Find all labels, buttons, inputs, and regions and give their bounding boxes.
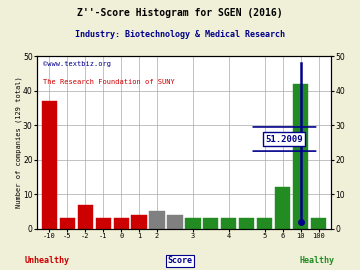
Bar	[78, 204, 93, 229]
Bar	[275, 187, 290, 229]
Text: Score: Score	[167, 256, 193, 265]
Bar	[60, 218, 75, 229]
Bar	[221, 218, 237, 229]
Bar	[185, 218, 201, 229]
Bar	[203, 218, 219, 229]
Bar	[113, 218, 129, 229]
Bar	[42, 101, 57, 229]
Text: Z''-Score Histogram for SGEN (2016): Z''-Score Histogram for SGEN (2016)	[77, 8, 283, 18]
Bar	[131, 215, 147, 229]
Bar	[95, 218, 111, 229]
Text: ©www.textbiz.org: ©www.textbiz.org	[43, 62, 111, 68]
Bar	[167, 215, 183, 229]
Bar	[257, 218, 272, 229]
Text: Industry: Biotechnology & Medical Research: Industry: Biotechnology & Medical Resear…	[75, 30, 285, 39]
Bar	[239, 218, 255, 229]
Text: Healthy: Healthy	[299, 256, 334, 265]
Text: 51.2009: 51.2009	[266, 134, 303, 144]
Text: Unhealthy: Unhealthy	[24, 256, 69, 265]
Bar	[293, 84, 308, 229]
Text: The Research Foundation of SUNY: The Research Foundation of SUNY	[43, 79, 175, 85]
Bar	[149, 211, 165, 229]
Bar	[311, 218, 326, 229]
Y-axis label: Number of companies (129 total): Number of companies (129 total)	[15, 77, 22, 208]
